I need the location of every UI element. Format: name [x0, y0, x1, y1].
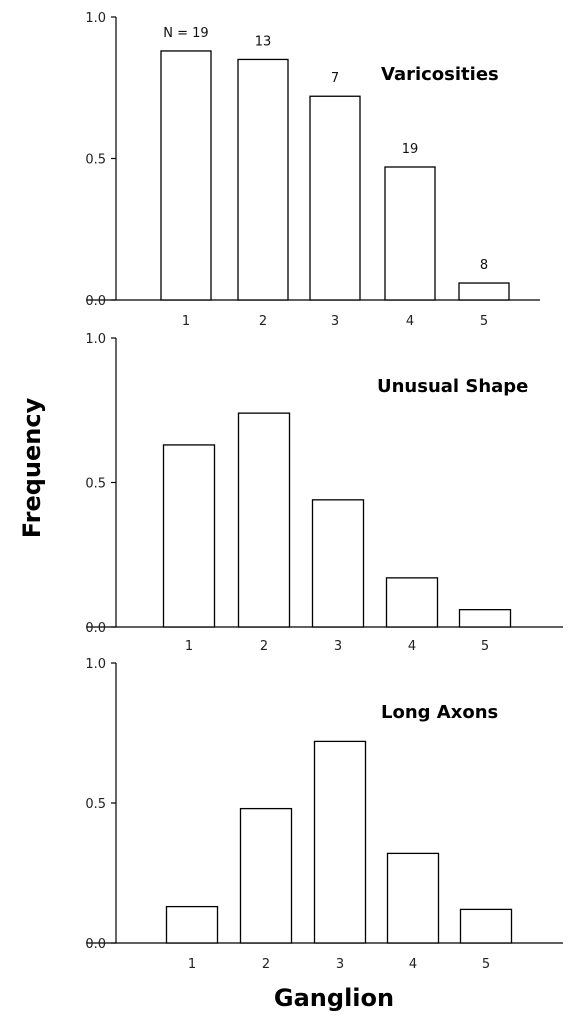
y-tick-label: 1.0	[85, 332, 106, 347]
y-tick-label: 0.5	[85, 797, 106, 812]
y-tick-label: 0.5	[85, 153, 106, 168]
bar	[458, 609, 512, 628]
bar-count-label: 13	[255, 34, 272, 49]
bar	[160, 50, 212, 301]
x-tick-label: 3	[336, 957, 344, 972]
bar	[237, 412, 291, 628]
bar	[384, 166, 436, 301]
chart-panel-3: 0.0 0.5 1.0 1 2 3 4 5 Long Axons	[85, 657, 563, 972]
bar	[311, 499, 365, 628]
bar-count-label: N = 19	[163, 26, 208, 41]
bar	[162, 444, 216, 628]
bar	[165, 905, 219, 944]
bar	[458, 282, 510, 301]
x-tick-label: 4	[408, 639, 416, 654]
x-tick-label: 2	[259, 314, 267, 329]
x-tick-label: 1	[182, 314, 190, 329]
y-tick-label: 0.0	[85, 621, 106, 636]
y-axis-title: Frequency	[18, 397, 46, 538]
panel-title: Varicosities	[381, 64, 499, 85]
bar	[237, 58, 289, 301]
panel-title: Long Axons	[381, 702, 498, 723]
y-tick-label: 1.0	[85, 657, 106, 672]
bar	[386, 852, 440, 944]
x-tick-label: 5	[482, 957, 490, 972]
x-tick-label: 4	[409, 957, 417, 972]
x-tick-label: 4	[406, 314, 414, 329]
bar	[313, 740, 367, 944]
x-tick-label: 3	[334, 639, 342, 654]
x-tick-label: 2	[262, 957, 270, 972]
y-tick-label: 1.0	[85, 11, 106, 26]
x-tick-label: 3	[331, 314, 339, 329]
chart-panel-1: 0.0 0.5 1.0 1 N = 19 2 13 3 7 4 19 5 8 Varicosities	[85, 11, 540, 329]
x-tick-label: 5	[481, 639, 489, 654]
chart-panels: 0.00.51.01N = 192133741958Varicosities0.…	[85, 11, 563, 972]
bar	[309, 95, 361, 301]
bar-count-label: 7	[331, 71, 339, 86]
x-tick-label: 1	[185, 639, 193, 654]
x-tick-label: 1	[188, 957, 196, 972]
x-tick-label: 2	[260, 639, 268, 654]
bar-count-label: 19	[402, 142, 419, 157]
bar	[459, 908, 513, 944]
y-tick-label: 0.5	[85, 477, 106, 492]
bar	[385, 577, 439, 628]
y-tick-label: 0.0	[85, 294, 106, 309]
x-tick-label: 5	[480, 314, 488, 329]
bar	[239, 807, 293, 944]
x-axis-title: Ganglion	[274, 984, 394, 1012]
y-tick-label: 0.0	[85, 937, 106, 952]
bar-count-label: 8	[480, 258, 488, 273]
chart-panel-2: 0.0 0.5 1.0 1 2 3 4 5 Unusual Shape	[85, 332, 563, 654]
panel-title: Unusual Shape	[377, 376, 528, 397]
